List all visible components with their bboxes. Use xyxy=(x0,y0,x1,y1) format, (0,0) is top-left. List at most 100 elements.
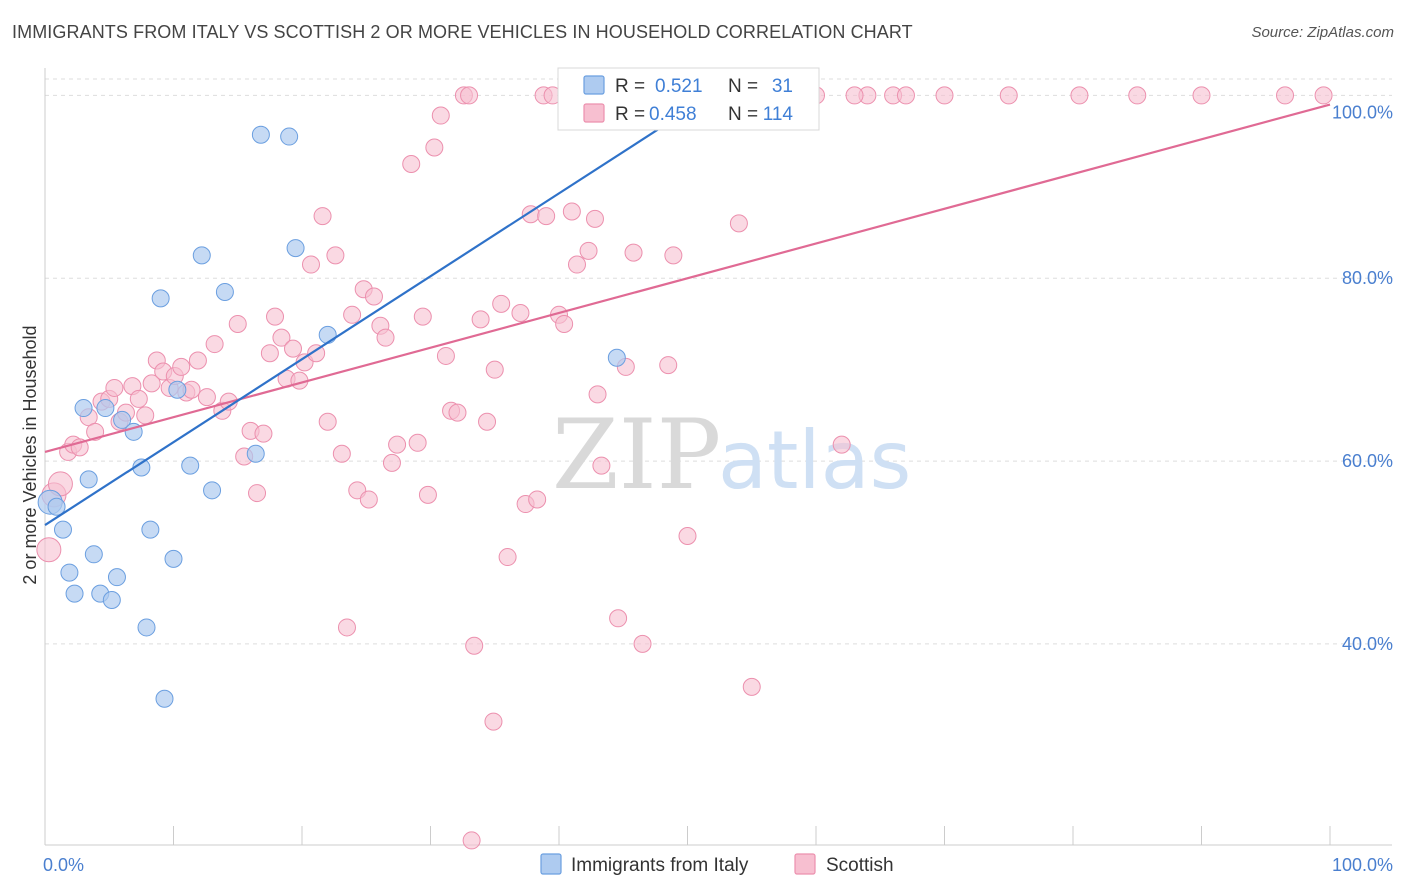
bottom-legend-swatch-italy xyxy=(540,853,562,875)
scottish-point xyxy=(326,246,345,265)
scottish-point xyxy=(742,677,761,696)
scottish-point xyxy=(248,484,267,503)
legend-swatch-italy xyxy=(583,75,605,95)
scottish-point xyxy=(1128,86,1147,105)
italy-point xyxy=(102,591,121,610)
grid-lines xyxy=(45,78,1392,645)
scottish-point xyxy=(408,433,427,452)
scottish-point xyxy=(492,294,511,313)
scottish-point xyxy=(1192,86,1211,105)
scottish-point xyxy=(272,328,291,347)
y-tick-label: 40.0% xyxy=(1342,634,1393,654)
legend-r-label: R = xyxy=(615,76,645,97)
italy-point xyxy=(96,399,115,418)
scottish-point xyxy=(484,712,503,731)
italy-point xyxy=(79,470,98,489)
series-legend: Immigrants from Italy Scottish xyxy=(540,853,894,876)
scottish-point xyxy=(1070,86,1089,105)
scottish-point xyxy=(1314,86,1333,105)
italy-point xyxy=(280,127,299,146)
scottish-point xyxy=(465,636,484,655)
scottish-point xyxy=(413,307,432,326)
scottish-point xyxy=(260,344,279,363)
italy-point xyxy=(203,481,222,500)
scottish-point xyxy=(266,307,285,326)
scottish-point xyxy=(254,424,273,443)
legend-n-label: N = xyxy=(728,76,758,97)
italy-point xyxy=(607,348,626,367)
italy-point xyxy=(47,497,66,516)
scottish-point xyxy=(659,356,678,375)
scottish-point xyxy=(136,406,155,425)
italy-point xyxy=(53,520,72,539)
watermark: ZIP atlas xyxy=(552,399,911,511)
scottish-point xyxy=(388,435,407,454)
scottish-point xyxy=(896,86,915,105)
scottish-point xyxy=(436,346,455,365)
scottish-point xyxy=(478,412,497,431)
italy-point xyxy=(181,456,200,475)
scottish-point xyxy=(364,287,383,306)
italy-point xyxy=(164,549,183,568)
scottish-point xyxy=(36,537,62,563)
scottish-point xyxy=(402,154,421,173)
bottom-legend-label-scottish: Scottish xyxy=(826,855,894,876)
scottish-point xyxy=(498,548,517,567)
legend-n-value: 31 xyxy=(772,76,793,97)
italy-point xyxy=(215,282,234,301)
scottish-point xyxy=(528,490,547,509)
scottish-point xyxy=(678,527,697,546)
scottish-point xyxy=(284,339,303,358)
scottish-point xyxy=(332,444,351,463)
scottish-point xyxy=(537,207,556,226)
scottish-point xyxy=(343,305,362,324)
scottish-point xyxy=(86,422,105,441)
y-tick-label: 100.0% xyxy=(1332,102,1393,122)
scottish-point xyxy=(418,485,437,504)
scottish-point xyxy=(845,86,864,105)
scottish-point xyxy=(197,388,216,407)
watermark-atlas: atlas xyxy=(718,414,911,507)
legend-r-value: 0.458 xyxy=(649,104,697,125)
scottish-point xyxy=(460,86,479,105)
axes xyxy=(44,68,1392,846)
scottish-point xyxy=(301,255,320,274)
y-tick-labels: 40.0% 60.0% 80.0% 100.0% xyxy=(1332,102,1393,653)
watermark-zip: ZIP xyxy=(552,399,721,511)
scottish-point xyxy=(555,314,574,333)
scottish-point xyxy=(471,310,490,329)
italy-point xyxy=(60,563,79,582)
series-scottish-points xyxy=(36,86,1333,850)
italy-point xyxy=(168,380,187,399)
italy-point xyxy=(137,618,156,637)
italy-point xyxy=(107,568,126,587)
scottish-point xyxy=(633,634,652,653)
y-tick-label: 80.0% xyxy=(1342,268,1393,288)
scottish-point xyxy=(579,241,598,260)
scottish-point xyxy=(588,385,607,404)
chart-title: IMMIGRANTS FROM ITALY VS SCOTTISH 2 OR M… xyxy=(12,22,913,42)
scottish-point xyxy=(511,303,530,322)
series-italy-points xyxy=(37,125,626,708)
scottish-point xyxy=(567,255,586,274)
scottish-point xyxy=(313,207,332,226)
scottish-point xyxy=(205,335,224,354)
scottish-point xyxy=(1276,86,1295,105)
scottish-point xyxy=(188,351,207,370)
legend-n-label: N = xyxy=(728,104,758,125)
source-credit: Source: ZipAtlas.com xyxy=(1251,24,1394,41)
scottish-point xyxy=(129,389,148,408)
italy-point xyxy=(84,545,103,564)
italy-point xyxy=(192,246,211,265)
scottish-point xyxy=(318,412,337,431)
italy-trend-line xyxy=(44,121,669,526)
scottish-point xyxy=(359,490,378,509)
italy-point xyxy=(286,239,305,258)
scottish-point xyxy=(425,138,444,157)
scottish-point xyxy=(592,456,611,475)
x-tick-label: 0.0% xyxy=(43,855,84,875)
bottom-legend-label-italy: Immigrants from Italy xyxy=(571,855,749,876)
scottish-point xyxy=(172,357,191,376)
scottish-point xyxy=(609,609,628,628)
